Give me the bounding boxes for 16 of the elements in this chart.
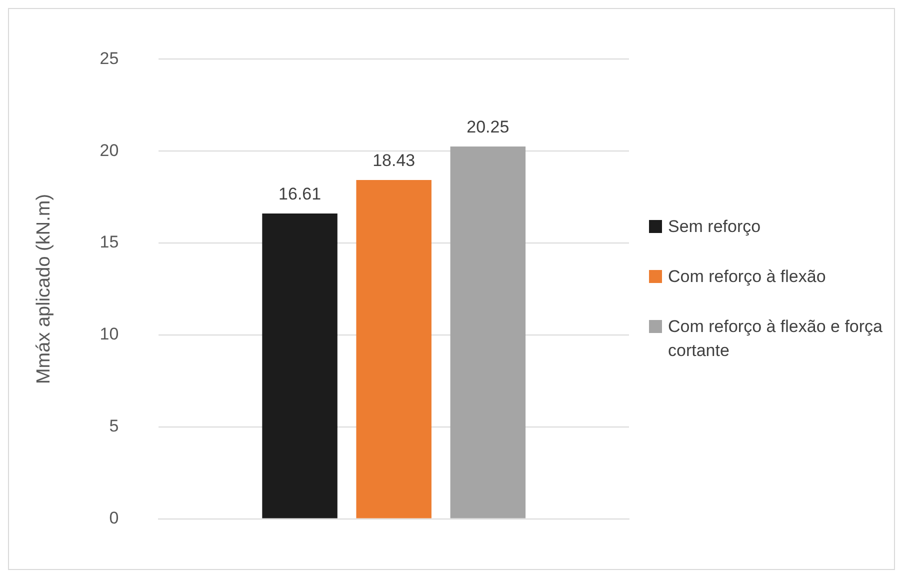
bar [356, 180, 432, 518]
y-tick-label: 5 [109, 416, 119, 436]
legend-label: Com reforço à flexão [668, 266, 826, 288]
bar [262, 213, 338, 518]
y-tick-label: 0 [109, 508, 119, 528]
legend-label: Sem reforço [668, 216, 761, 238]
y-tick-label: 20 [100, 140, 119, 160]
y-tick-label: 25 [100, 48, 119, 68]
legend-label: Com reforço à flexão e força cortante [668, 316, 884, 362]
data-label: 18.43 [372, 151, 416, 170]
y-tick-label: 10 [100, 324, 119, 344]
data-label: 16.61 [278, 184, 322, 204]
y-tick-label: 15 [100, 232, 119, 252]
bar [450, 146, 526, 518]
data-label: 20.25 [466, 118, 510, 137]
y-axis-title: Mmáx aplicado (kN.m) [34, 194, 55, 384]
